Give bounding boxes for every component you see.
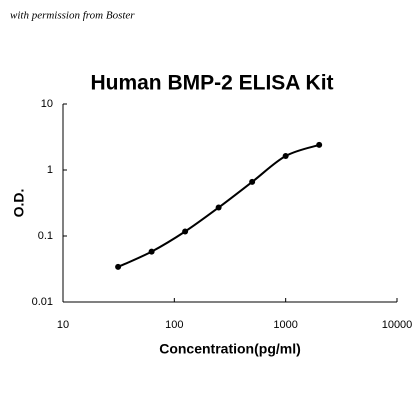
- point: [282, 152, 289, 159]
- y-tick-label: 0.1: [38, 230, 53, 242]
- annotation: with permission from Boster: [10, 10, 135, 22]
- point: [316, 141, 323, 148]
- x-tick-label: 10000: [382, 319, 413, 331]
- x-axis-label: Concentration(pg/ml): [159, 341, 301, 357]
- point: [215, 204, 222, 211]
- x-tick-label: 10: [57, 319, 69, 331]
- point: [148, 248, 155, 255]
- point: [182, 228, 189, 235]
- y-tick-label: 1: [47, 164, 53, 176]
- y-tick-label: 0.01: [32, 296, 53, 308]
- y-axis-label: O.D.: [11, 189, 27, 218]
- x-tick-label: 100: [165, 319, 183, 331]
- point: [249, 178, 256, 185]
- x-tick-label: 1000: [273, 319, 297, 331]
- chart-title: Human BMP-2 ELISA Kit: [90, 72, 333, 95]
- point: [115, 263, 122, 270]
- y-tick-label: 10: [41, 98, 53, 110]
